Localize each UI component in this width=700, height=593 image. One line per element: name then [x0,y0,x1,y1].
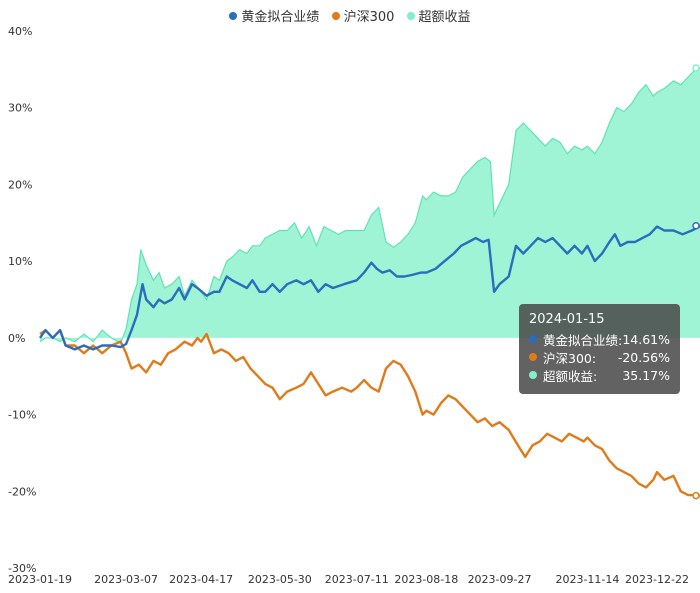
tooltip-swatch [529,371,537,379]
y-tick-label: -20% [8,485,36,498]
legend-label: 黄金拟合业绩 [241,10,320,25]
y-tick-label: 10% [8,255,32,268]
tooltip-value: 14.61% [622,331,670,347]
x-tick-label: 2023-09-27 [468,573,532,586]
tooltip-date: 2024-01-15 [529,312,605,327]
legend-item-gold[interactable]: 黄金拟合业绩 [229,6,319,25]
x-tick-label: 2023-05-30 [248,573,312,586]
y-tick-label: 20% [8,178,32,191]
tooltip-row: 超额收益: 35.17% [529,366,670,384]
series-line-hs300 [39,329,700,497]
y-tick-label: 0% [8,332,25,345]
legend-label: 超额收益 [418,10,471,25]
legend-swatch [331,11,340,20]
legend-swatch [229,11,238,20]
tooltip-series-name: 超额收益: [543,368,598,384]
tooltip-value: 35.17% [622,367,670,383]
series-area-excess [40,68,700,344]
y-tick-label: 30% [8,102,32,115]
x-tick-label: 2023-12-22 [625,573,689,586]
tooltip-row: 黄金拟合业绩: 14.61% [529,330,670,348]
tooltip-series-name: 黄金拟合业绩: [543,332,623,348]
tooltip-value: -20.56% [617,349,670,365]
point-excess [692,64,700,72]
legend-item-excess[interactable]: 超额收益 [406,6,471,25]
tooltip-row: 沪深300: -20.56% [529,348,670,366]
y-tick-label: -10% [8,409,36,422]
x-tick-label: 2023-07-11 [325,573,389,586]
tooltip-series-name: 沪深300: [543,350,597,366]
point-hs300 [692,491,700,500]
x-tick-label: 2023-01-19 [8,573,72,586]
x-tick-label: 2023-11-14 [555,573,619,586]
x-tick-label: 2023-08-18 [394,573,458,586]
y-tick-label: -30% [8,562,36,575]
legend-swatch [406,11,415,20]
y-tick-label: 40% [8,25,32,38]
series-line-gold [39,224,700,351]
legend: 黄金拟合业绩 沪深300 超额收益 [0,6,700,25]
x-tick-label: 2023-03-07 [94,573,158,586]
tooltip-swatch [529,335,537,343]
legend-item-hs300[interactable]: 沪深300 [331,6,395,25]
tooltip-swatch [529,353,537,361]
tooltip: 2024-01-15 黄金拟合业绩: 14.61% 沪深300: -20.56%… [519,304,680,394]
x-tick-label: 2023-04-17 [169,573,233,586]
series-line-excess [39,67,700,345]
point-gold [692,222,700,230]
legend-label: 沪深300 [343,10,395,25]
